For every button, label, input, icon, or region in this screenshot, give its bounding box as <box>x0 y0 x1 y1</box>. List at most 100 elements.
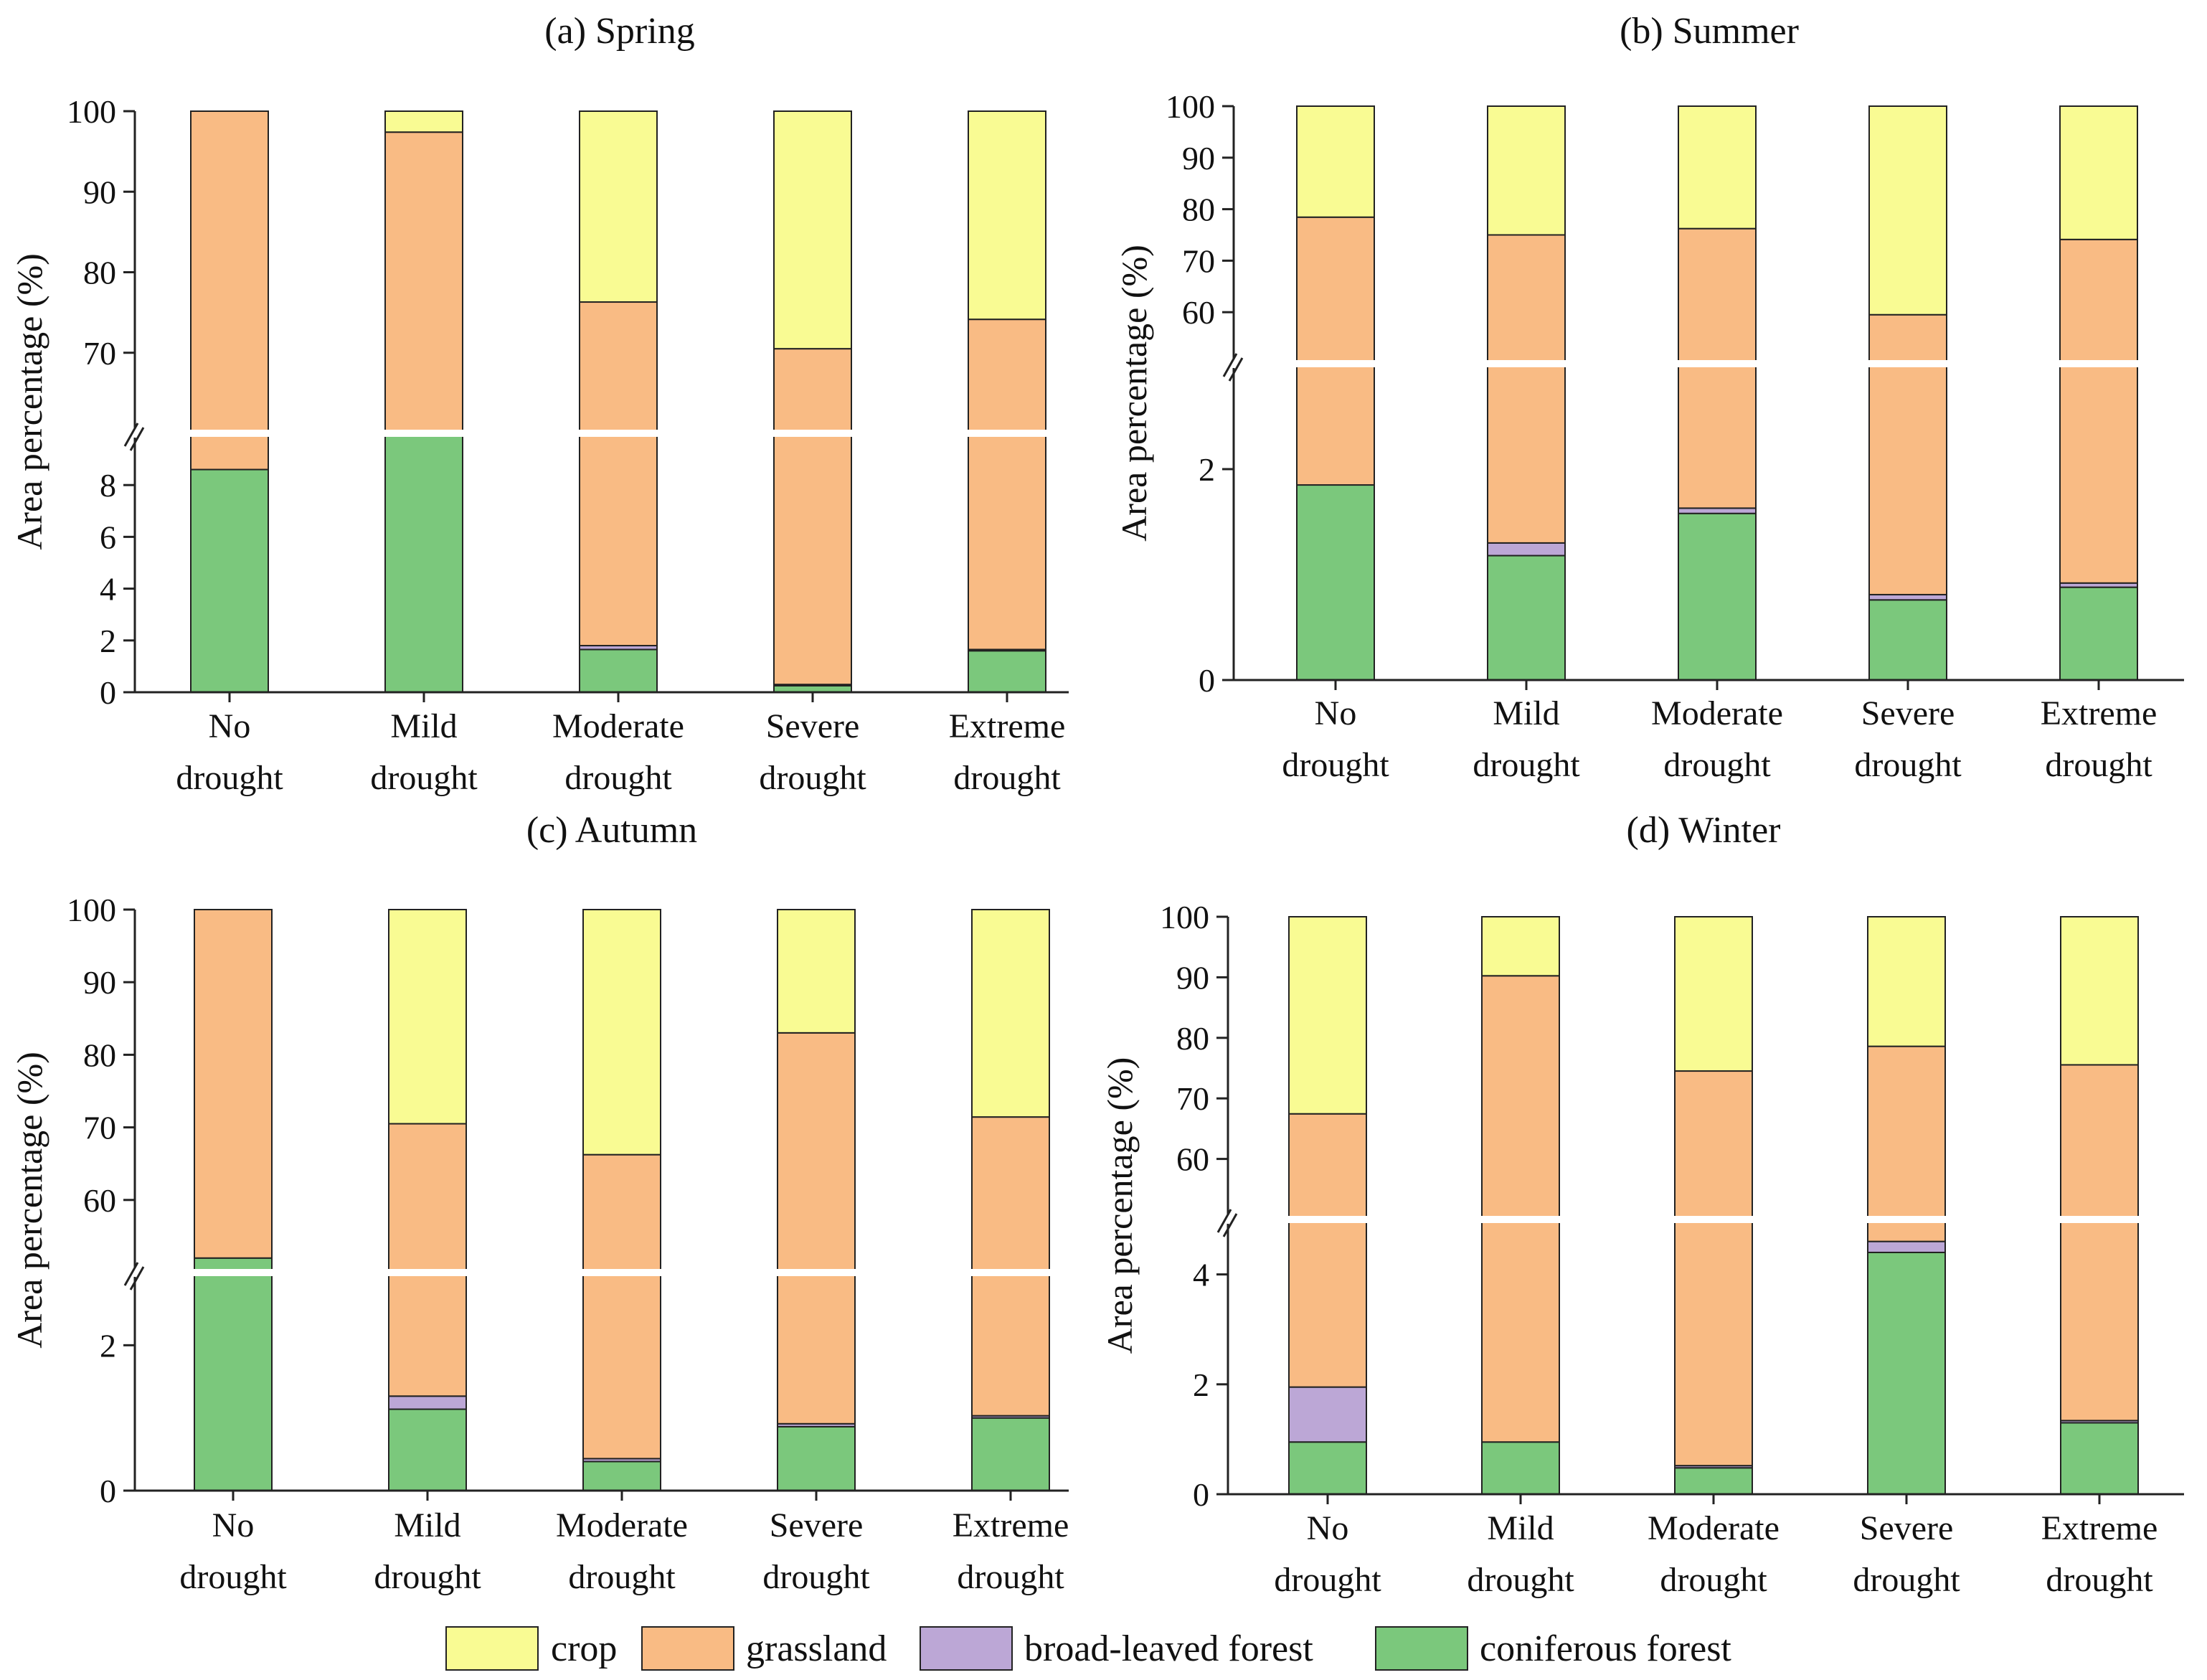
x-tick-label-b: drought <box>1663 746 1771 784</box>
chart-panel-c: 0 2 60 70 80 90 100 No drought Mild drought Moderat… <box>9 810 1069 1596</box>
x-tick-label-a: drought <box>176 759 283 797</box>
bar-b-0-grassland <box>1296 216 1375 486</box>
bar-d-3-crop <box>1867 916 1946 1047</box>
y-tick-label-d: 90 <box>1176 959 1209 996</box>
bar-a-0-grassland <box>190 110 269 471</box>
bar-d-4-crop <box>2060 916 2139 1066</box>
chart-title-d: (d) Winter <box>1627 810 1781 851</box>
chart-title-b: (b) Summer <box>1620 11 1799 52</box>
y-tick-label-b: 60 <box>1182 294 1215 331</box>
bar-d-1-grassland <box>1481 975 1560 1443</box>
x-tick-label-c: Mild <box>394 1506 460 1544</box>
bar-c-1-broad-leaved-forest <box>388 1395 467 1410</box>
bar-a-2-grassland <box>579 301 658 647</box>
y-tick-label-d: 100 <box>1160 899 1209 935</box>
bar-c-2-coniferous-forest <box>582 1460 661 1492</box>
y-tick-label-b: 0 <box>1199 662 1215 699</box>
bar-d-4-grassland <box>2060 1064 2139 1422</box>
x-tick-label-b: drought <box>1282 746 1389 784</box>
bar-a-4-coniferous-forest <box>968 650 1046 693</box>
x-tick-label-a: Extreme <box>949 707 1066 745</box>
bar-d-1-crop <box>1481 916 1560 977</box>
x-tick-label-a: drought <box>370 759 478 797</box>
y-tick-label-d: 60 <box>1176 1141 1209 1178</box>
legend-label: grassland <box>746 1628 887 1669</box>
bar-b-1-broad-leaved-forest <box>1487 542 1566 557</box>
x-tick-label-d: drought <box>2046 1561 2153 1599</box>
y-tick-label-a: 4 <box>100 571 116 608</box>
bar-d-3-grassland <box>1867 1045 1946 1242</box>
bar-d-2-grassland <box>1674 1070 1753 1467</box>
bar-a-1-grassland <box>384 131 463 434</box>
y-axis-title-c: Area percentage (%) <box>9 1052 49 1349</box>
x-tick-label-c: drought <box>179 1558 287 1596</box>
x-tick-label-a: drought <box>953 759 1061 797</box>
bar-c-2-crop <box>582 909 661 1156</box>
y-tick-label-a: 90 <box>83 174 116 210</box>
x-tick-label-a: No <box>209 707 251 745</box>
x-tick-label-c: drought <box>762 1558 870 1596</box>
legend-item-grassland: grassland <box>641 1626 887 1671</box>
bar-d-2-crop <box>1674 916 1753 1072</box>
y-axis-title-d: Area percentage (%) <box>1100 1057 1140 1354</box>
y-tick-label-b: 100 <box>1166 88 1215 125</box>
bar-a-3-grassland <box>773 348 852 686</box>
axis-break-mark-a <box>129 427 145 451</box>
y-tick-label-d: 80 <box>1176 1020 1209 1057</box>
axis-break-mark-b <box>1228 357 1244 382</box>
bar-c-4-coniferous-forest <box>971 1417 1050 1491</box>
y-tick-label-a: 70 <box>83 335 116 372</box>
bar-c-2-grassland <box>582 1153 661 1460</box>
x-tick-label-b: Mild <box>1493 694 1559 732</box>
y-axis-title-b: Area percentage (%) <box>1114 245 1154 542</box>
y-tick-label-c: 80 <box>83 1037 116 1073</box>
bar-d-0-broad-leaved-forest <box>1288 1386 1367 1443</box>
y-axis-title-a: Area percentage (%) <box>9 253 49 550</box>
x-tick-label-c: drought <box>957 1558 1064 1596</box>
x-tick-label-b: Extreme <box>2041 694 2158 732</box>
x-tick-label-d: drought <box>1467 1561 1574 1599</box>
x-tick-label-a: drought <box>564 759 672 797</box>
x-tick-label-d: Extreme <box>2041 1509 2158 1547</box>
x-tick-label-d: Moderate <box>1648 1509 1780 1547</box>
bar-b-0-coniferous-forest <box>1296 484 1375 681</box>
chart-panels: 0 2 4 6 8 70 80 90 100 No drought Mild drought Modera… <box>9 11 2184 1599</box>
x-tick-label-a: Mild <box>390 707 457 745</box>
legend-swatch <box>920 1626 1013 1671</box>
bar-d-0-coniferous-forest <box>1288 1441 1367 1495</box>
bar-d-4-coniferous-forest <box>2060 1422 2139 1496</box>
x-tick-label-d: No <box>1307 1509 1349 1547</box>
bar-c-1-coniferous-forest <box>388 1408 467 1492</box>
x-tick-label-b: drought <box>1854 746 1962 784</box>
x-tick-label-d: drought <box>1274 1561 1381 1599</box>
bar-c-0-grassland <box>194 909 273 1259</box>
bar-b-4-coniferous-forest <box>2059 586 2138 681</box>
chart-legend: crop grassland broad-leaved forest conifero… <box>445 1626 1731 1671</box>
x-tick-label-d: drought <box>1853 1561 1960 1599</box>
bar-d-0-grassland <box>1288 1113 1367 1388</box>
legend-label: crop <box>551 1628 617 1669</box>
chart-panel-b: 0 2 60 70 80 90 100 No drought Mild drought Moderat… <box>1114 11 2184 784</box>
legend-swatch <box>445 1626 539 1671</box>
x-tick-label-b: drought <box>2045 746 2152 784</box>
bar-b-1-grassland <box>1487 234 1566 544</box>
bar-a-4-crop <box>968 110 1046 321</box>
x-tick-label-a: drought <box>759 759 866 797</box>
y-tick-label-a: 2 <box>100 623 116 659</box>
y-tick-label-c: 2 <box>100 1327 116 1364</box>
y-tick-label-d: 2 <box>1193 1367 1209 1403</box>
axis-break-mark-d <box>1222 1213 1238 1237</box>
bar-c-3-coniferous-forest <box>777 1425 856 1491</box>
bar-a-0-coniferous-forest <box>190 468 269 693</box>
x-tick-label-a: Moderate <box>552 707 684 745</box>
bar-c-1-grassland <box>388 1123 467 1397</box>
y-tick-label-a: 8 <box>100 467 116 504</box>
y-tick-label-b: 2 <box>1199 451 1215 488</box>
axis-break-gap-b <box>1227 360 2184 367</box>
y-tick-label-a: 100 <box>67 93 116 130</box>
y-tick-label-d: 4 <box>1193 1257 1209 1293</box>
y-tick-label-a: 80 <box>83 255 116 291</box>
y-tick-label-c: 0 <box>100 1473 116 1509</box>
bar-b-2-grassland <box>1678 227 1757 509</box>
y-tick-label-c: 60 <box>83 1182 116 1219</box>
